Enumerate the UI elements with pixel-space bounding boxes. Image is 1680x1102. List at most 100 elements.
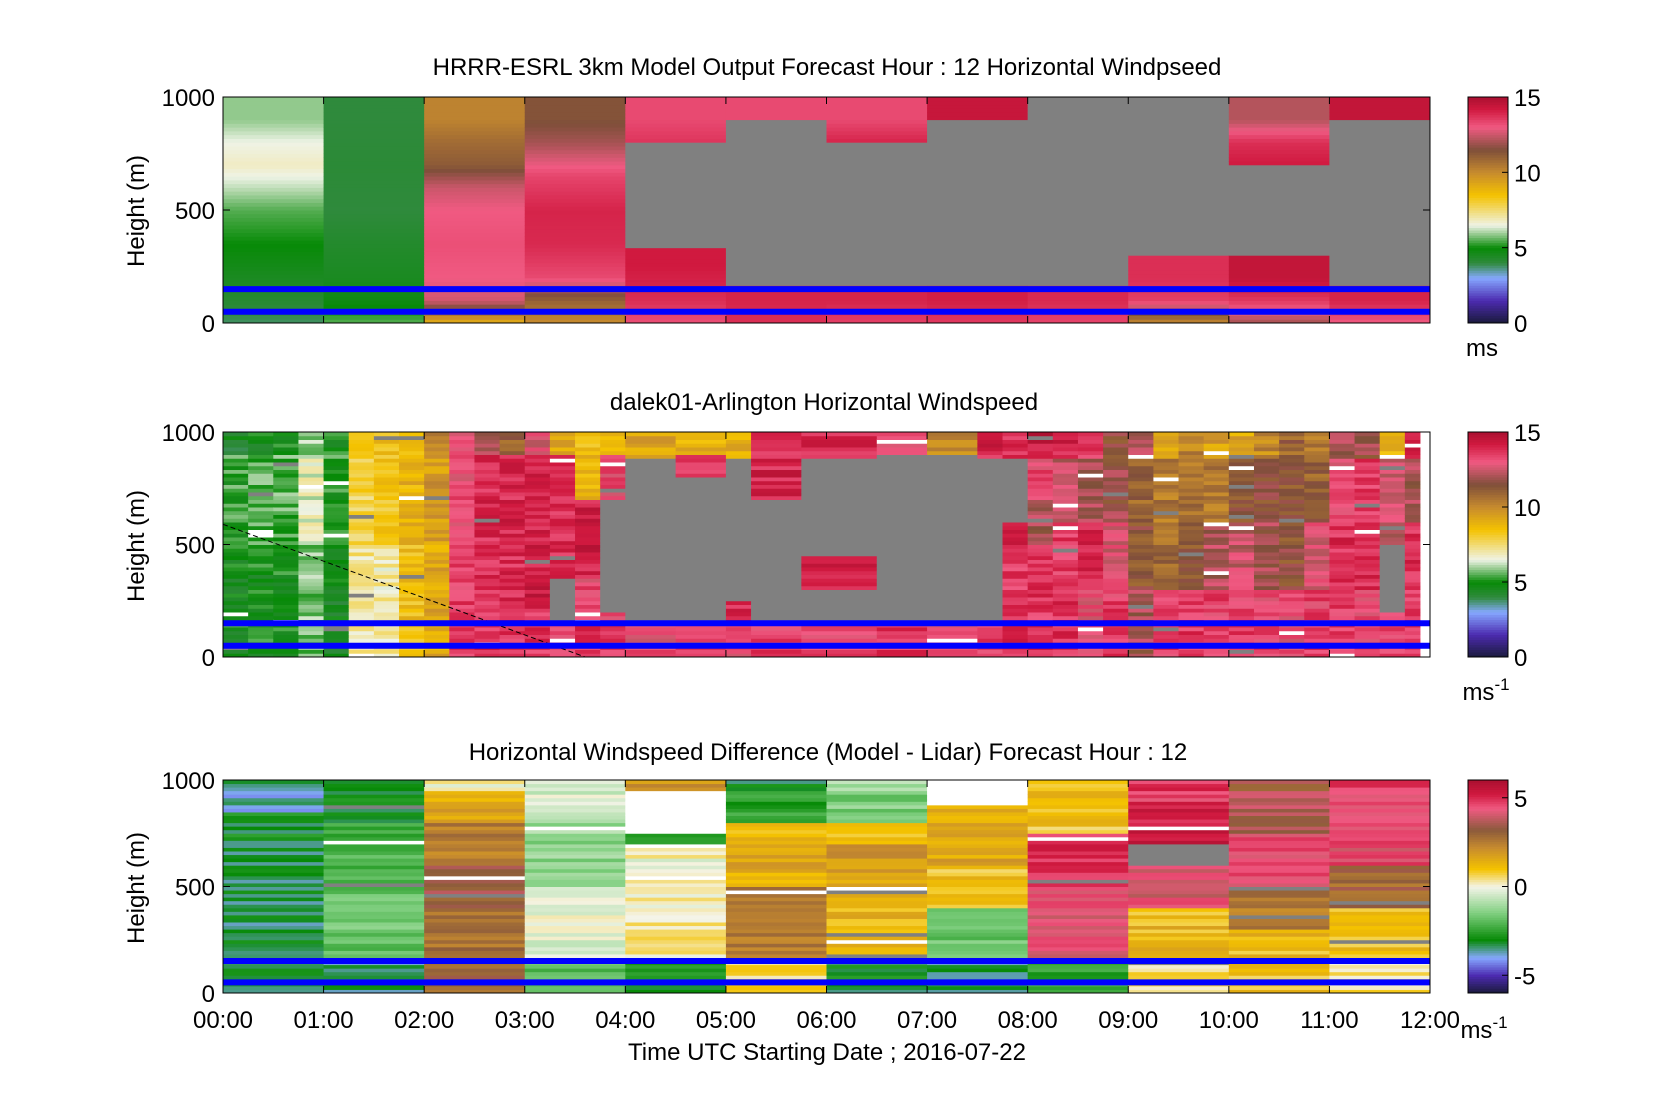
heatmap-cell — [524, 149, 626, 154]
heatmap-cell — [1027, 604, 1054, 609]
colorbar-swatch — [1468, 447, 1508, 450]
heatmap-cell — [1404, 462, 1421, 467]
heatmap-cell — [1178, 563, 1205, 568]
heatmap-cell — [977, 585, 1004, 590]
heatmap-cell — [1329, 567, 1356, 572]
heatmap-cell — [1379, 510, 1406, 515]
heatmap-cell — [600, 559, 626, 564]
heatmap-cell — [524, 145, 626, 151]
heatmap-cell — [323, 525, 350, 530]
heatmap-cell — [1228, 262, 1330, 267]
heatmap-cell — [1228, 518, 1255, 523]
heatmap-cell — [1027, 593, 1054, 598]
heatmap-cell — [725, 790, 827, 795]
heatmap-cell — [1279, 488, 1305, 493]
colorbar-swatch — [1468, 464, 1508, 468]
heatmap-cell — [549, 544, 576, 549]
heatmap-cell — [1228, 638, 1255, 643]
heatmap-cell — [675, 525, 727, 530]
heatmap-cell — [524, 555, 551, 560]
colorbar-swatch — [1468, 584, 1508, 588]
heatmap-cell — [675, 484, 727, 489]
heatmap-cell — [499, 589, 526, 594]
heatmap-cell — [625, 783, 727, 788]
colorbar-swatch — [1468, 905, 1508, 909]
heatmap-cell — [348, 544, 375, 549]
heatmap-cell — [1329, 503, 1356, 508]
heatmap-cell — [524, 432, 551, 437]
heatmap-cell — [826, 315, 928, 320]
heatmap-cell — [1329, 975, 1431, 980]
heatmap-cell — [1228, 277, 1330, 283]
heatmap-cell — [323, 925, 425, 930]
heatmap-cell — [474, 634, 501, 639]
heatmap-cell — [323, 597, 350, 602]
heatmap-cell — [1027, 240, 1129, 245]
heatmap-cell — [625, 826, 727, 831]
heatmap-cell — [575, 447, 601, 452]
colorbar-swatch — [1468, 247, 1508, 251]
heatmap-cell — [424, 119, 526, 124]
heatmap-cell — [1279, 439, 1305, 444]
heatmap-cell — [801, 638, 878, 643]
heatmap-cell — [625, 922, 727, 927]
heatmap-cell — [1329, 443, 1356, 448]
heatmap-cell — [1228, 597, 1255, 602]
heatmap-cell — [424, 570, 450, 575]
heatmap-cell — [1153, 585, 1180, 590]
heatmap-cell — [424, 255, 526, 260]
heatmap-cell — [801, 585, 878, 590]
heatmap-cell — [575, 630, 601, 635]
heatmap-cell — [524, 630, 551, 635]
heatmap-cell — [876, 604, 928, 609]
heatmap-cell — [675, 649, 727, 654]
heatmap-cell — [248, 548, 274, 553]
heatmap-cell — [323, 104, 425, 109]
heatmap-cell — [223, 522, 249, 527]
heatmap-cell — [575, 567, 601, 572]
heatmap-cell — [449, 525, 475, 530]
heatmap-cell — [474, 608, 501, 613]
heatmap-cell — [625, 221, 727, 226]
heatmap-cell — [977, 499, 1004, 504]
colorbar-swatch — [1468, 469, 1508, 473]
heatmap-cell — [223, 123, 325, 128]
heatmap-cell — [223, 533, 249, 538]
heatmap-cell — [876, 480, 928, 485]
heatmap-cell — [575, 473, 601, 478]
heatmap-cell — [725, 904, 827, 909]
heatmap-cell — [927, 968, 1029, 973]
heatmap-cell — [1077, 492, 1104, 497]
heatmap-cell — [424, 797, 526, 802]
heatmap-cell — [927, 563, 978, 568]
heatmap-cell — [424, 879, 526, 884]
heatmap-cell — [323, 932, 425, 937]
heatmap-cell — [826, 833, 928, 838]
heatmap-cell — [223, 191, 325, 196]
heatmap-cell — [625, 975, 727, 980]
heatmap-cell — [725, 615, 752, 620]
heatmap-cell — [1128, 811, 1230, 816]
heatmap-cell — [223, 450, 249, 455]
heatmap-cell — [1203, 533, 1230, 538]
heatmap-cell — [1128, 469, 1154, 474]
heatmap-cell — [625, 258, 727, 264]
heatmap-cell — [1253, 510, 1280, 515]
heatmap-cell — [1253, 537, 1280, 542]
heatmap-cell — [1128, 612, 1154, 617]
heatmap-cell — [927, 206, 1029, 211]
heatmap-cell — [1304, 563, 1330, 568]
heatmap-cell — [625, 443, 677, 448]
heatmap-cell — [1027, 465, 1054, 470]
heatmap-cell — [1027, 296, 1129, 301]
heatmap-cell — [625, 198, 727, 203]
heatmap-cell — [725, 206, 827, 211]
heatmap-cell — [1052, 638, 1079, 643]
colorbar-swatch — [1468, 477, 1508, 480]
heatmap-cell — [625, 462, 677, 467]
heatmap-cell — [977, 578, 1004, 583]
heatmap-cell — [348, 559, 375, 564]
heatmap-cell — [725, 840, 827, 845]
heatmap-cell — [1027, 149, 1129, 154]
heatmap-cell — [499, 503, 526, 508]
